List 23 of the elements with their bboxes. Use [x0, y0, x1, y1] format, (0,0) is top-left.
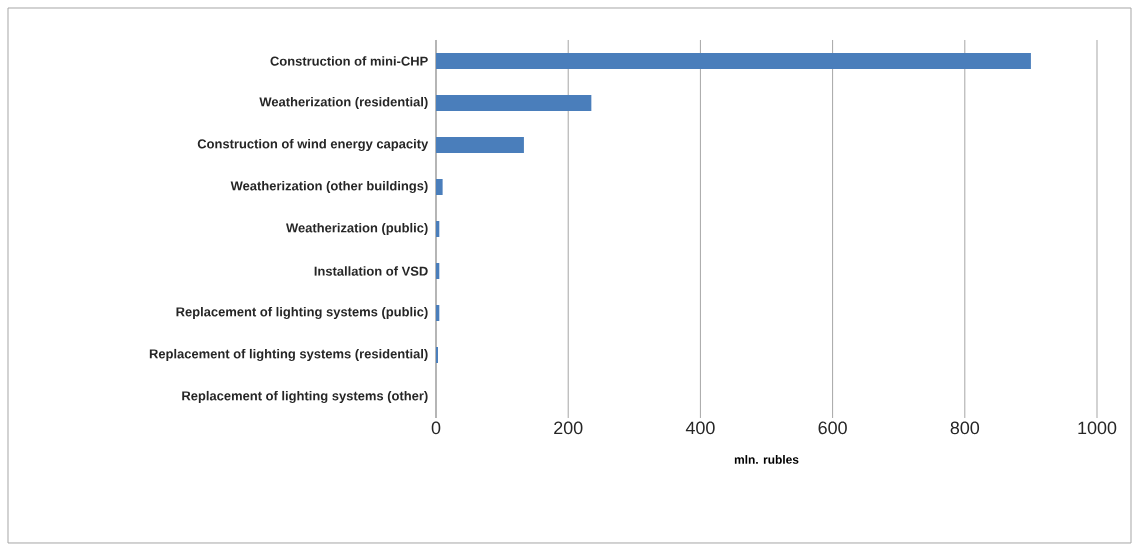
bar	[436, 94, 592, 111]
y-tick-label: Weatherization (residential)	[259, 96, 428, 110]
y-tick-label: Installation of VSD	[314, 266, 428, 276]
bar	[436, 304, 440, 321]
x-axis-title: mln. rubles	[734, 455, 799, 464]
x-tick-label: 0	[431, 421, 441, 435]
bar	[436, 262, 440, 279]
x-tick-label: 200	[554, 421, 583, 435]
y-tick-label: Construction of wind energy capacity	[197, 138, 429, 152]
bar	[436, 178, 443, 195]
bar	[436, 136, 524, 153]
y-tick-label: Weatherization (public)	[286, 222, 428, 236]
x-tick-label: 800	[950, 421, 980, 435]
x-tick-label: 400	[685, 421, 715, 435]
x-tick-label: 1000	[1078, 421, 1117, 435]
x-tick-label: 600	[818, 421, 847, 435]
bar	[436, 220, 440, 237]
y-tick-label: Weatherization (other buildings)	[230, 180, 428, 194]
bar	[436, 52, 1031, 69]
y-tick-label: Replacement of lighting systems (residential)	[149, 348, 428, 362]
y-tick-label: Replacement of lighting systems (other)	[182, 390, 428, 404]
y-tick-label: Replacement of lighting systems (public)	[176, 306, 428, 320]
y-tick-label: Construction of mini-CHP	[270, 56, 428, 66]
